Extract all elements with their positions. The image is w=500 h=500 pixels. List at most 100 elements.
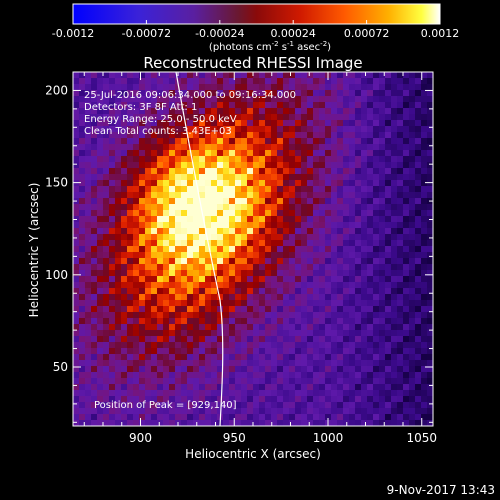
heatmap-cell: [109, 408, 115, 414]
heatmap-cell: [403, 198, 409, 204]
heatmap-cell: [79, 228, 85, 234]
heatmap-cell: [241, 138, 247, 144]
heatmap-cell: [199, 120, 205, 126]
heatmap-cell: [325, 330, 331, 336]
heatmap-cell: [343, 270, 349, 276]
heatmap-cell: [79, 360, 85, 366]
heatmap-cell: [175, 126, 181, 132]
heatmap-cell: [289, 204, 295, 210]
heatmap-cell: [337, 258, 343, 264]
heatmap-cell: [247, 96, 253, 102]
heatmap-cell: [355, 132, 361, 138]
heatmap-cell: [217, 408, 223, 414]
heatmap-cell: [289, 162, 295, 168]
heatmap-cell: [133, 336, 139, 342]
heatmap-cell: [283, 342, 289, 348]
heatmap-cell: [109, 300, 115, 306]
heatmap-cell: [91, 222, 97, 228]
heatmap-cell: [211, 186, 217, 192]
heatmap-cell: [175, 114, 181, 120]
heatmap-cell: [157, 384, 163, 390]
heatmap-cell: [295, 396, 301, 402]
heatmap-cell: [127, 144, 133, 150]
heatmap-cell: [265, 306, 271, 312]
heatmap-cell: [139, 378, 145, 384]
heatmap-cell: [301, 306, 307, 312]
heatmap-cell: [139, 372, 145, 378]
heatmap-cell: [325, 384, 331, 390]
heatmap-cell: [79, 102, 85, 108]
heatmap-cell: [415, 270, 421, 276]
heatmap-cell: [355, 174, 361, 180]
heatmap-cell: [361, 348, 367, 354]
heatmap-cell: [247, 336, 253, 342]
heatmap-cell: [133, 198, 139, 204]
heatmap-cell: [211, 204, 217, 210]
heatmap-cell: [211, 102, 217, 108]
heatmap-cell: [235, 390, 241, 396]
heatmap-cell: [73, 144, 79, 150]
heatmap-cell: [253, 120, 259, 126]
heatmap-cell: [271, 402, 277, 408]
heatmap-cell: [355, 150, 361, 156]
heatmap-cell: [175, 216, 181, 222]
heatmap-cell: [349, 408, 355, 414]
heatmap-cell: [421, 186, 427, 192]
heatmap-cell: [259, 162, 265, 168]
heatmap-cell: [241, 210, 247, 216]
heatmap-cell: [79, 222, 85, 228]
heatmap-cell: [91, 240, 97, 246]
heatmap-cell: [133, 396, 139, 402]
heatmap-cell: [319, 84, 325, 90]
x-axis-ticks: 900 950 1000 1050: [83, 72, 437, 445]
heatmap-cell: [85, 348, 91, 354]
heatmap-cell: [109, 336, 115, 342]
heatmap-cell: [181, 360, 187, 366]
heatmap-cell: [331, 180, 337, 186]
heatmap-cell: [127, 84, 133, 90]
heatmap-cell: [385, 114, 391, 120]
heatmap-cell: [157, 378, 163, 384]
heatmap-cell: [289, 360, 295, 366]
heatmap-cell: [391, 180, 397, 186]
heatmap-cell: [403, 168, 409, 174]
heatmap-cell: [127, 138, 133, 144]
heatmap-cell: [91, 324, 97, 330]
heatmap-cell: [157, 252, 163, 258]
heatmap-cell: [205, 300, 211, 306]
heatmap-cell: [415, 132, 421, 138]
heatmap-cell: [265, 78, 271, 84]
heatmap-cell: [337, 276, 343, 282]
heatmap-cell: [115, 180, 121, 186]
heatmap-cell: [391, 126, 397, 132]
heatmap-cell: [151, 246, 157, 252]
heatmap-cell: [97, 366, 103, 372]
heatmap-cell: [121, 378, 127, 384]
heatmap-cell: [421, 366, 427, 372]
heatmap-cell: [127, 180, 133, 186]
heatmap-cell: [151, 72, 157, 78]
heatmap-cell: [181, 168, 187, 174]
heatmap-cell: [199, 222, 205, 228]
heatmap-cell: [163, 348, 169, 354]
heatmap-cell: [109, 414, 115, 420]
heatmap-cell: [391, 264, 397, 270]
heatmap-cell: [91, 408, 97, 414]
heatmap-cell: [181, 378, 187, 384]
heatmap-cell: [145, 108, 151, 114]
heatmap-cell: [163, 294, 169, 300]
heatmap-cell: [313, 186, 319, 192]
heatmap-cell: [289, 174, 295, 180]
heatmap-cell: [79, 114, 85, 120]
heatmap-cell: [319, 234, 325, 240]
heatmap-cell: [103, 72, 109, 78]
heatmap-cell: [379, 78, 385, 84]
heatmap-cell: [403, 414, 409, 420]
heatmap-cell: [157, 102, 163, 108]
heatmap-cell: [193, 402, 199, 408]
solar-limb-line: [175, 72, 224, 426]
heatmap-cell: [103, 234, 109, 240]
heatmap-cell: [361, 168, 367, 174]
heatmap-cell: [385, 132, 391, 138]
heatmap-cell: [307, 72, 313, 78]
